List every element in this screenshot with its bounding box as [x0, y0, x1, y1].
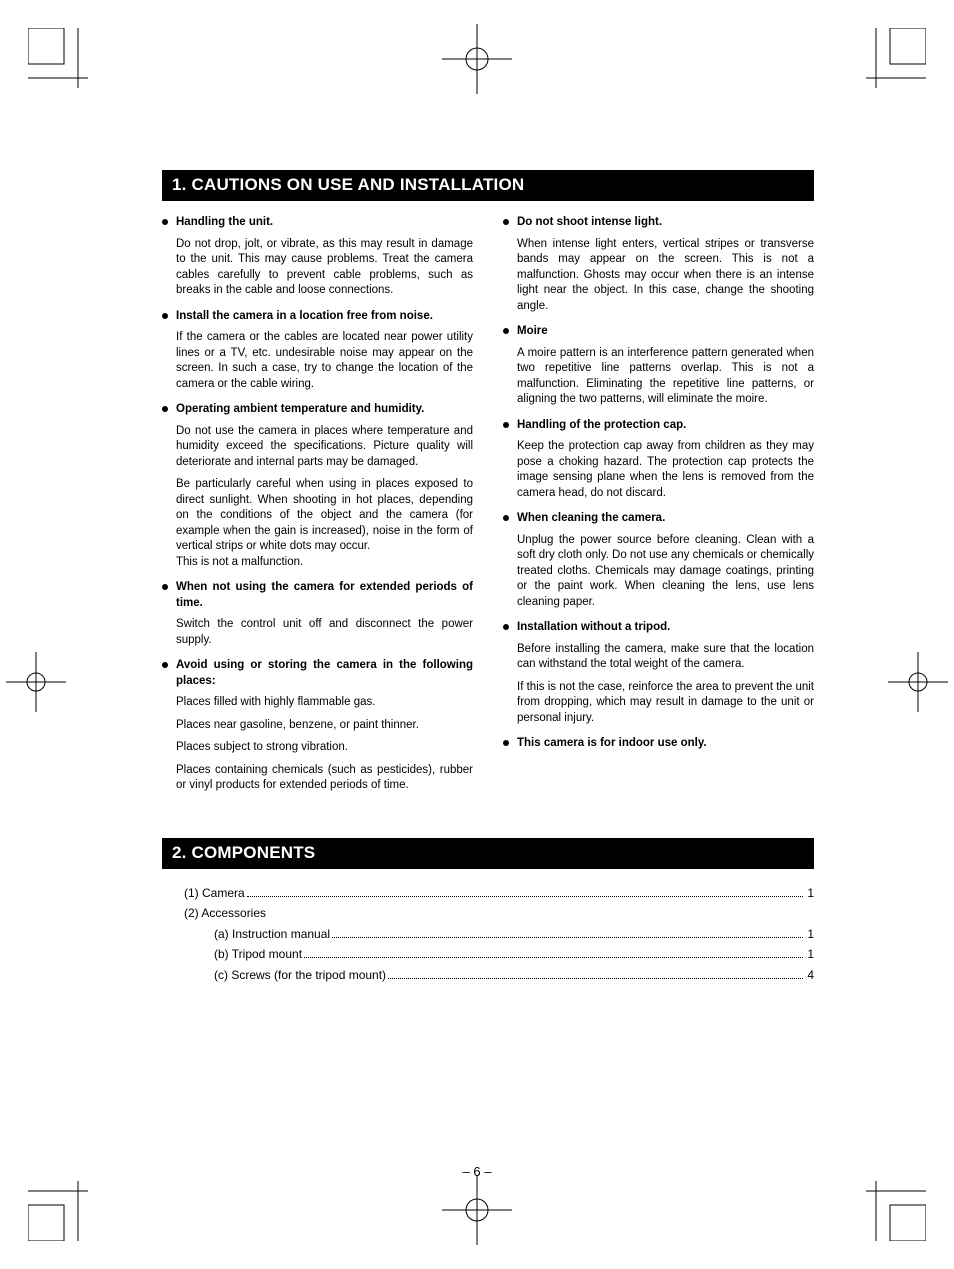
caution-paragraph: Switch the control unit off and disconne… — [176, 617, 473, 648]
components-list: (1) Camera 1(2) Accessories(a) Instructi… — [162, 883, 814, 985]
caution-paragraph: Before installing the camera, make sure … — [517, 642, 814, 673]
caution-paragraph: Do not drop, jolt, or vibrate, as this m… — [176, 237, 473, 299]
component-qty: 4 — [805, 965, 814, 985]
caution-paragraph: Be particularly careful when using in pl… — [176, 477, 473, 570]
component-sub-label: (b) Tripod mount — [214, 944, 302, 964]
caution-item-title: Moire — [503, 324, 814, 340]
leader-dots — [247, 896, 804, 897]
component-sub-label: (c) Screws (for the tripod mount) — [214, 965, 386, 985]
component-qty: 1 — [805, 924, 814, 944]
page-number: – 6 – — [0, 1164, 954, 1179]
caution-item-body: A moire pattern is an interference patte… — [503, 346, 814, 408]
caution-paragraph: Places filled with highly flammable gas. — [176, 695, 473, 711]
component-subrow: (a) Instruction manual 1 — [184, 924, 814, 944]
leader-dots — [304, 957, 803, 958]
section-2-header: 2. COMPONENTS — [162, 838, 814, 869]
caution-paragraph: Keep the protection cap away from childr… — [517, 439, 814, 501]
component-label: (1) Camera — [184, 883, 245, 903]
caution-item-body: Unplug the power source before cleaning.… — [503, 533, 814, 611]
caution-paragraph: Places containing chemicals (such as pes… — [176, 763, 473, 794]
caution-item: This camera is for indoor use only. — [503, 736, 814, 752]
component-row: (2) Accessories — [184, 903, 814, 923]
caution-paragraph: If the camera or the cables are located … — [176, 330, 473, 392]
caution-paragraph: Places subject to strong vibration. — [176, 740, 473, 756]
caution-item-title: Do not shoot intense light. — [503, 215, 814, 231]
caution-item-body: Before installing the camera, make sure … — [503, 642, 814, 727]
section-2: 2. COMPONENTS (1) Camera 1(2) Accessorie… — [162, 838, 814, 985]
caution-item: Operating ambient temperature and humidi… — [162, 402, 473, 570]
component-qty: 1 — [805, 883, 814, 903]
caution-item: Install the camera in a location free fr… — [162, 309, 473, 393]
component-sub-label: (a) Instruction manual — [214, 924, 330, 944]
component-subrow: (c) Screws (for the tripod mount) 4 — [184, 965, 814, 985]
caution-item-title: Handling the unit. — [162, 215, 473, 231]
component-subrow: (b) Tripod mount 1 — [184, 944, 814, 964]
content-area: 1. CAUTIONS ON USE AND INSTALLATION Hand… — [162, 170, 814, 985]
caution-item-title: When cleaning the camera. — [503, 511, 814, 527]
component-label: (2) Accessories — [184, 903, 266, 923]
caution-item: Moire A moire pattern is an interference … — [503, 324, 814, 408]
caution-paragraph: If this is not the case, reinforce the a… — [517, 680, 814, 727]
component-qty: 1 — [805, 944, 814, 964]
caution-paragraph: Places near gasoline, benzene, or paint … — [176, 718, 473, 734]
page: 1. CAUTIONS ON USE AND INSTALLATION Hand… — [0, 0, 954, 1269]
caution-item: When cleaning the camera. Unplug the powe… — [503, 511, 814, 610]
caution-item-title: Install the camera in a location free fr… — [162, 309, 473, 325]
caution-item-body: Switch the control unit off and disconne… — [162, 617, 473, 648]
crop-mark-top-left — [28, 28, 98, 108]
section-1-header: 1. CAUTIONS ON USE AND INSTALLATION — [162, 170, 814, 201]
section-1-columns: Handling the unit. Do not drop, jolt, or … — [162, 215, 814, 804]
caution-paragraph: Do not use the camera in places where te… — [176, 424, 473, 471]
register-mark-top — [442, 24, 512, 94]
left-column: Handling the unit. Do not drop, jolt, or … — [162, 215, 473, 804]
caution-item-body: Keep the protection cap away from childr… — [503, 439, 814, 501]
caution-paragraph: Unplug the power source before cleaning.… — [517, 533, 814, 611]
crop-mark-top-right — [856, 28, 926, 108]
register-mark-bottom — [442, 1175, 512, 1245]
right-column: Do not shoot intense light. When intense … — [503, 215, 814, 804]
leader-dots — [388, 978, 803, 979]
caution-item: Installation without a tripod. Before ins… — [503, 620, 814, 726]
crop-mark-right — [888, 652, 948, 712]
caution-item: Avoid using or storing the camera in the… — [162, 658, 473, 794]
caution-item-title: Avoid using or storing the camera in the… — [162, 658, 473, 689]
caution-item-body: Do not use the camera in places where te… — [162, 424, 473, 571]
crop-mark-left — [6, 652, 66, 712]
caution-item-title: This camera is for indoor use only. — [503, 736, 814, 752]
caution-paragraph: A moire pattern is an interference patte… — [517, 346, 814, 408]
caution-item-title: Handling of the protection cap. — [503, 418, 814, 434]
caution-item: Handling the unit. Do not drop, jolt, or … — [162, 215, 473, 299]
caution-item: Do not shoot intense light. When intense … — [503, 215, 814, 314]
component-row: (1) Camera 1 — [184, 883, 814, 903]
leader-dots — [332, 937, 803, 938]
caution-item-body: If the camera or the cables are located … — [162, 330, 473, 392]
caution-item: Handling of the protection cap. Keep the … — [503, 418, 814, 502]
caution-item: When not using the camera for extended p… — [162, 580, 473, 648]
caution-item-body: Places filled with highly flammable gas.… — [162, 695, 473, 794]
caution-paragraph: When intense light enters, vertical stri… — [517, 237, 814, 315]
caution-item-body: Do not drop, jolt, or vibrate, as this m… — [162, 237, 473, 299]
caution-item-body: When intense light enters, vertical stri… — [503, 237, 814, 315]
caution-item-title: When not using the camera for extended p… — [162, 580, 473, 611]
caution-item-title: Installation without a tripod. — [503, 620, 814, 636]
caution-item-title: Operating ambient temperature and humidi… — [162, 402, 473, 418]
